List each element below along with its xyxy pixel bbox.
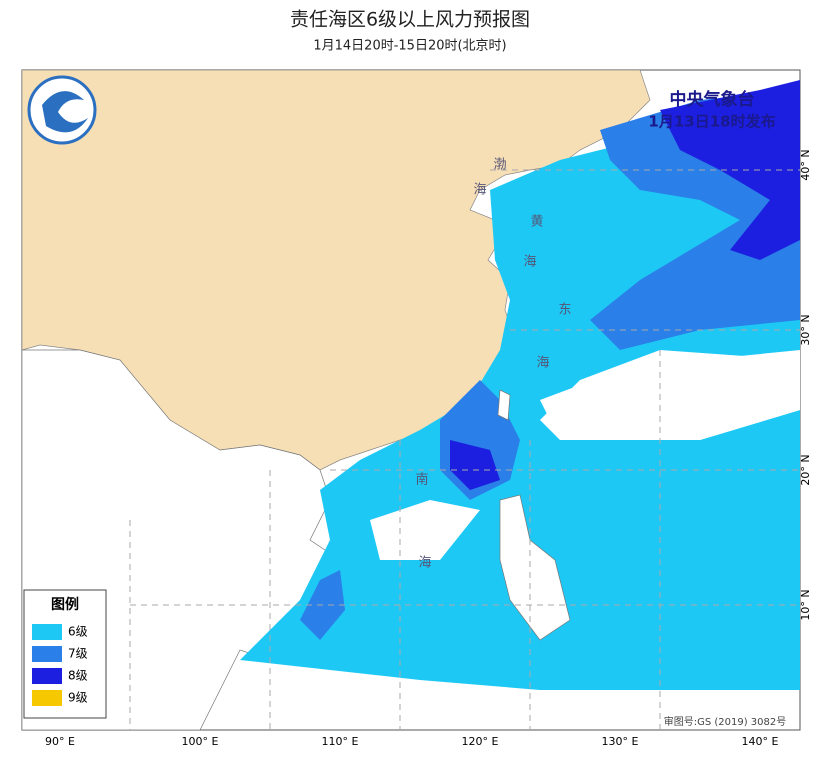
legend-swatch: [32, 624, 62, 640]
legend-label: 6级: [68, 625, 88, 639]
longitude-label: 110° E: [322, 735, 359, 748]
sea-label: 渤: [493, 157, 506, 173]
legend-label: 7级: [68, 647, 88, 661]
latitude-label: 20° N: [799, 454, 812, 485]
sea-label: 黄: [530, 215, 543, 230]
legend-swatch: [32, 690, 62, 706]
title: 责任海区6级以上风力预报图: [290, 9, 530, 31]
sea-label: 海: [523, 255, 536, 270]
legend-title: 图例: [51, 596, 79, 613]
legend-label: 8级: [68, 669, 88, 683]
legend: 图例 6级 7级 8级 9级: [23, 589, 107, 719]
latitude-label: 30° N: [799, 314, 812, 345]
longitude-label: 90° E: [45, 735, 75, 748]
map-frame: [21, 69, 801, 731]
sea-label: 南: [415, 472, 428, 488]
sea-label: 东: [558, 303, 571, 318]
logo: [27, 75, 97, 145]
longitude-label: 130° E: [602, 735, 639, 748]
legend-swatch: [32, 646, 62, 662]
subtitle: 1月14日20时-15日20时(北京时): [313, 39, 506, 54]
longitude-label: 140° E: [742, 735, 779, 748]
latitude-label: 10° N: [799, 589, 812, 620]
longitude-label: 120° E: [462, 735, 499, 748]
approval: 审图号:GS (2019) 3082号: [664, 715, 787, 728]
sea-label: 海: [418, 556, 431, 571]
latitude-label: 40° N: [799, 149, 812, 180]
wind-8: [660, 80, 800, 260]
issuer: 中央气象台: [670, 89, 755, 110]
sea-label: 海: [536, 356, 549, 371]
wind-8b: [450, 440, 500, 490]
sea-label: 海: [473, 183, 486, 198]
longitude-label: 100° E: [182, 735, 219, 748]
issue-time: 1月13日18时发布: [648, 113, 775, 131]
legend-label: 9级: [68, 691, 88, 705]
legend-swatch: [32, 668, 62, 684]
